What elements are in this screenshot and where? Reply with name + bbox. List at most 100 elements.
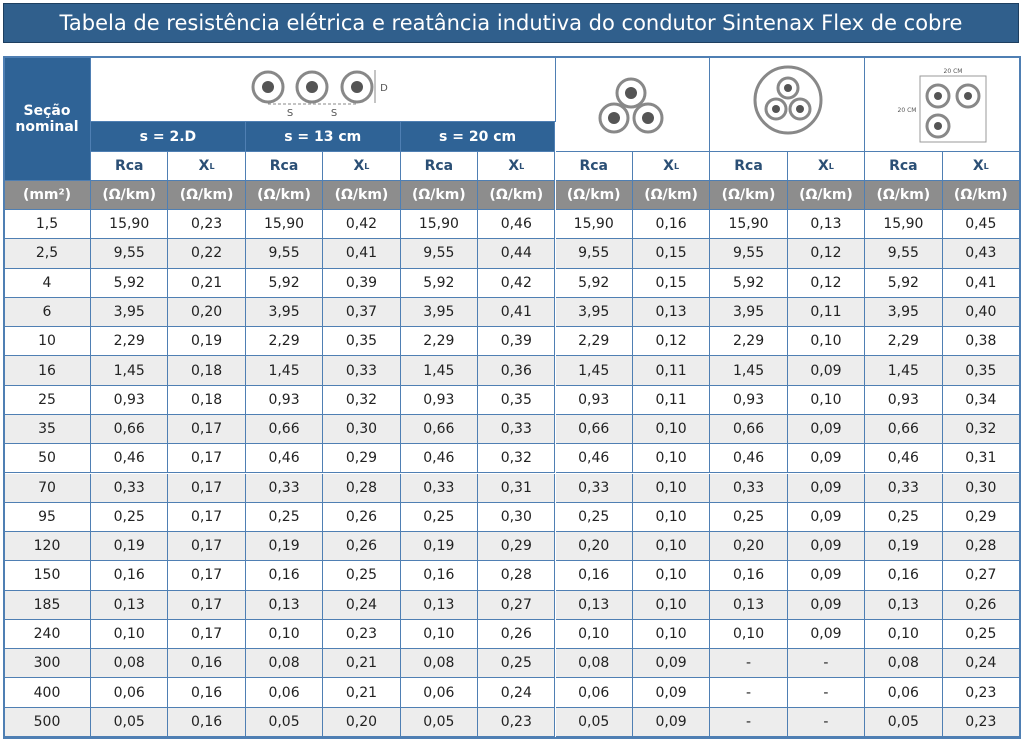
data-cell: 0,08 — [245, 649, 324, 679]
data-cell: 5,92 — [710, 268, 788, 298]
unit-cell: (Ω/km) — [865, 181, 943, 210]
data-cell: 0,13 — [91, 590, 169, 620]
column-header: Rca — [400, 152, 479, 181]
header-subscript: L — [828, 161, 834, 171]
data-cell: 0,46 — [555, 444, 633, 474]
data-cell: 0,09 — [787, 473, 866, 503]
data-cell: 0,29 — [323, 444, 401, 474]
header-text: X — [198, 158, 210, 174]
data-cell: 0,25 — [865, 502, 943, 533]
data-cell: 0,11 — [787, 297, 866, 328]
data-cell: 9,55 — [555, 239, 633, 269]
data-cell: 0,20 — [710, 532, 788, 562]
data-cell: 0,09 — [787, 414, 866, 445]
data-cell: 0,26 — [323, 502, 401, 533]
data-cell: 0,25 — [323, 561, 401, 591]
header-subscript: L — [519, 161, 525, 171]
data-cell: 5,92 — [245, 268, 324, 298]
data-cell: 0,13 — [787, 210, 866, 240]
data-cell: 0,38 — [942, 327, 1020, 357]
data-cell: 0,13 — [865, 590, 943, 620]
data-cell: 2,29 — [555, 327, 633, 357]
data-cell: 0,18 — [168, 356, 246, 386]
data-cell: 0,16 — [555, 561, 633, 591]
data-cell: 0,26 — [478, 619, 556, 650]
data-cell: 0,19 — [245, 532, 324, 562]
data-cell: 2,29 — [91, 327, 169, 357]
data-cell: 9,55 — [91, 239, 169, 269]
data-cell: 0,24 — [323, 590, 401, 620]
data-cell: 0,20 — [323, 707, 401, 737]
header-text: X — [353, 158, 365, 174]
data-cell: 5,92 — [91, 268, 169, 298]
data-cell: 25 — [4, 385, 91, 415]
data-cell: 0,17 — [168, 590, 246, 620]
data-cell: 0,10 — [632, 444, 711, 474]
data-cell: 0,09 — [632, 649, 711, 679]
header-text: X — [972, 158, 984, 174]
data-cell: 0,19 — [400, 532, 479, 562]
data-cell: 0,41 — [478, 297, 556, 328]
unit-cell: (Ω/km) — [710, 181, 788, 210]
column-header: Rca — [865, 152, 943, 181]
data-cell: 2,29 — [710, 327, 788, 357]
header-text: Rca — [424, 158, 454, 174]
data-cell: 3,95 — [710, 297, 788, 328]
data-cell: 0,44 — [478, 239, 556, 269]
data-cell: 0,08 — [555, 649, 633, 679]
data-cell: 10 — [4, 327, 91, 357]
data-cell: 0,23 — [942, 707, 1020, 737]
data-cell: 0,20 — [555, 532, 633, 562]
data-cell: 0,66 — [865, 414, 943, 445]
header-text: X — [663, 158, 674, 174]
data-cell: 0,09 — [632, 707, 711, 737]
data-cell: 5,92 — [555, 268, 633, 298]
header-subscript: L — [364, 161, 370, 171]
data-cell: 0,17 — [168, 473, 246, 503]
column-header: Rca — [245, 152, 324, 181]
data-cell: 0,17 — [168, 619, 246, 650]
data-cell: 0,46 — [245, 444, 324, 474]
data-cell: 0,09 — [787, 619, 866, 650]
data-cell: - — [710, 707, 788, 737]
icon-cell — [710, 58, 866, 152]
data-cell: 0,93 — [400, 385, 479, 415]
data-cell: 0,09 — [787, 502, 866, 533]
data-cell: 0,17 — [168, 561, 246, 591]
unit-cell: (Ω/km) — [555, 181, 633, 210]
data-cell: 0,29 — [478, 532, 556, 562]
data-cell: 0,41 — [942, 268, 1020, 298]
data-cell: 16 — [4, 356, 91, 386]
data-cell: 0,26 — [323, 532, 401, 562]
data-cell: 0,19 — [91, 532, 169, 562]
data-cell: 0,20 — [168, 297, 246, 328]
data-cell: 50 — [4, 444, 91, 474]
data-cell: 0,24 — [478, 678, 556, 708]
data-cell: 0,25 — [478, 649, 556, 679]
data-cell: - — [787, 678, 866, 708]
data-cell: 1,45 — [245, 356, 324, 386]
unit-cell: (Ω/km) — [478, 181, 556, 210]
data-cell: 0,30 — [323, 414, 401, 445]
data-cell: 0,21 — [323, 649, 401, 679]
group-header: s = 20 cm — [400, 122, 556, 152]
data-cell: 0,31 — [942, 444, 1020, 474]
data-cell: 70 — [4, 473, 91, 503]
data-cell: 35 — [4, 414, 91, 445]
data-cell: 0,16 — [168, 649, 246, 679]
data-cell: 0,93 — [710, 385, 788, 415]
data-cell: 0,06 — [865, 678, 943, 708]
data-cell: 0,16 — [710, 561, 788, 591]
data-cell: 0,13 — [555, 590, 633, 620]
data-cell: 0,10 — [865, 619, 943, 650]
header-subscript: L — [673, 161, 680, 171]
group-header: s = 13 cm — [245, 122, 401, 152]
data-cell: 0,27 — [942, 561, 1020, 591]
data-cell: 0,11 — [632, 356, 711, 386]
data-cell: 0,46 — [400, 444, 479, 474]
data-cell: 0,46 — [91, 444, 169, 474]
data-cell: 0,16 — [245, 561, 324, 591]
